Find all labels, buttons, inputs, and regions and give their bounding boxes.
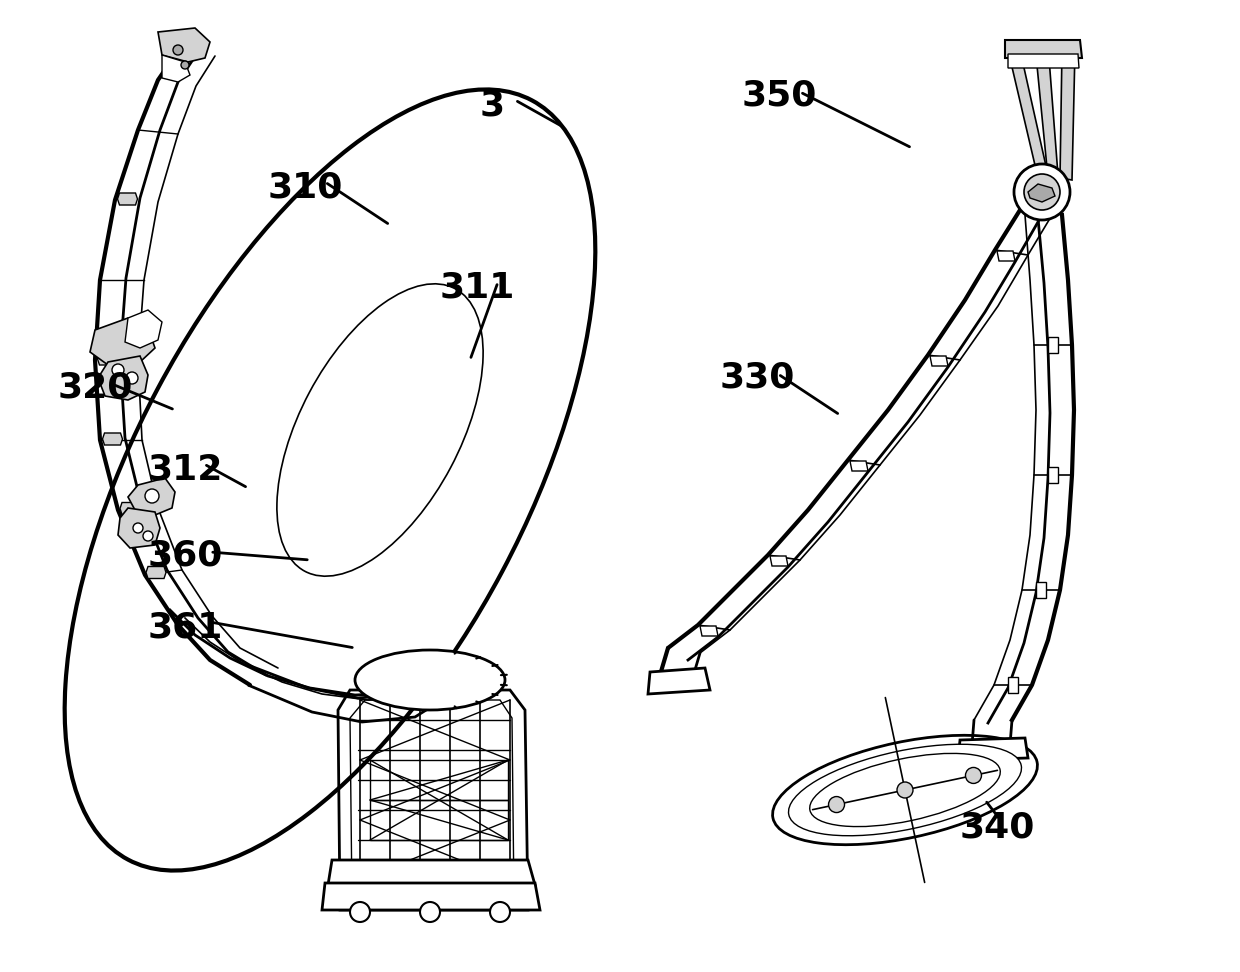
- Text: 340: 340: [960, 810, 1035, 844]
- Polygon shape: [959, 738, 1028, 760]
- Ellipse shape: [277, 284, 484, 576]
- Polygon shape: [1035, 45, 1058, 178]
- Polygon shape: [120, 503, 140, 514]
- Polygon shape: [1048, 337, 1058, 353]
- Polygon shape: [1048, 467, 1058, 483]
- Circle shape: [420, 902, 440, 922]
- Circle shape: [897, 782, 913, 798]
- Text: 320: 320: [58, 370, 134, 404]
- Polygon shape: [649, 668, 711, 694]
- Polygon shape: [98, 353, 118, 365]
- Polygon shape: [1028, 184, 1055, 202]
- Text: 310: 310: [268, 170, 343, 204]
- Circle shape: [828, 796, 844, 813]
- Ellipse shape: [64, 89, 595, 871]
- Polygon shape: [930, 356, 949, 366]
- Polygon shape: [118, 193, 138, 205]
- Circle shape: [112, 364, 124, 376]
- Polygon shape: [128, 478, 175, 515]
- Circle shape: [490, 902, 510, 922]
- Polygon shape: [1004, 40, 1083, 58]
- Polygon shape: [1008, 50, 1048, 178]
- Circle shape: [126, 372, 138, 384]
- Text: 330: 330: [720, 360, 795, 394]
- Polygon shape: [125, 310, 162, 348]
- Polygon shape: [118, 508, 160, 548]
- Polygon shape: [157, 28, 210, 62]
- Polygon shape: [1060, 50, 1075, 180]
- Polygon shape: [770, 556, 787, 566]
- Circle shape: [350, 902, 370, 922]
- Circle shape: [966, 768, 982, 783]
- Text: 312: 312: [148, 452, 223, 486]
- Polygon shape: [98, 356, 148, 400]
- Polygon shape: [329, 860, 534, 885]
- Polygon shape: [1035, 582, 1047, 598]
- Ellipse shape: [355, 650, 505, 710]
- Circle shape: [143, 531, 153, 541]
- Circle shape: [174, 45, 184, 55]
- Polygon shape: [103, 433, 123, 445]
- Circle shape: [133, 523, 143, 533]
- Text: 311: 311: [440, 270, 516, 304]
- Text: 360: 360: [148, 538, 223, 572]
- Polygon shape: [322, 883, 539, 910]
- Text: 361: 361: [148, 610, 223, 644]
- Polygon shape: [146, 567, 166, 578]
- Circle shape: [1024, 174, 1060, 210]
- Polygon shape: [849, 461, 868, 471]
- Text: 350: 350: [742, 78, 817, 112]
- Polygon shape: [1008, 677, 1018, 693]
- Polygon shape: [997, 251, 1016, 261]
- Text: 3: 3: [480, 88, 505, 122]
- Polygon shape: [701, 626, 718, 636]
- Ellipse shape: [789, 745, 1022, 836]
- Ellipse shape: [773, 735, 1038, 845]
- Polygon shape: [162, 55, 190, 82]
- Polygon shape: [1008, 54, 1079, 68]
- Ellipse shape: [810, 753, 1001, 826]
- Circle shape: [145, 489, 159, 503]
- Circle shape: [181, 61, 188, 69]
- Polygon shape: [91, 318, 155, 365]
- Circle shape: [1014, 164, 1070, 220]
